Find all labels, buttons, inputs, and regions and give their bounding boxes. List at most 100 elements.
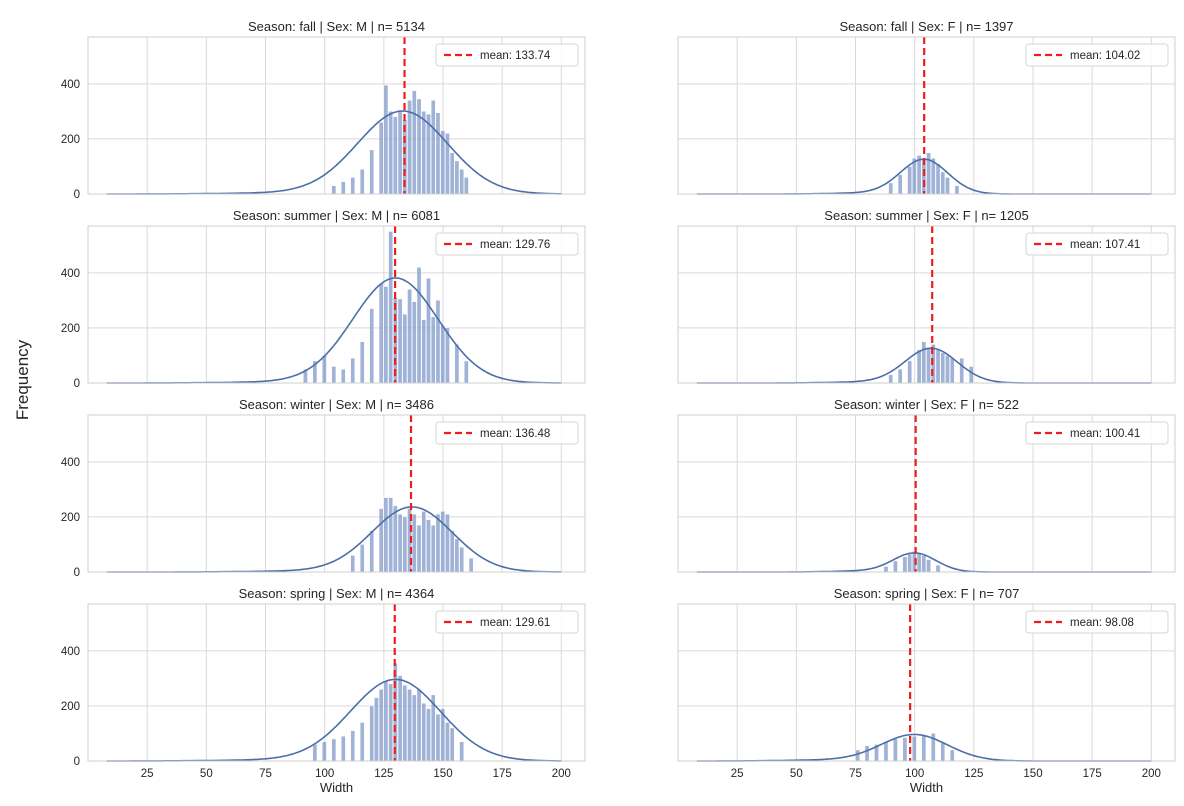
y-tick-label: 400 (61, 79, 80, 91)
histogram-bar (940, 352, 946, 384)
y-tick-label: 200 (61, 134, 80, 146)
histogram-bar (855, 749, 860, 762)
panel-title: Season: fall | Sex: M | n= 5134 (248, 19, 425, 34)
histogram-bar (440, 511, 445, 573)
histogram-bar (454, 160, 460, 195)
histogram-bar (921, 341, 927, 384)
histogram-bar (445, 722, 450, 762)
legend-label: mean: 129.61 (480, 617, 550, 629)
histogram-bar (341, 369, 346, 384)
legend-label: mean: 98.08 (1070, 617, 1134, 629)
histogram-panel: Season: winter | Sex: M | n= 3486 0 200 400… (61, 397, 586, 579)
histogram-bar (331, 738, 337, 762)
x-tick-label: 175 (493, 768, 512, 780)
histogram-bar (940, 741, 946, 762)
histogram-bar (897, 174, 903, 195)
histogram-bar (888, 374, 893, 384)
legend-box (435, 43, 579, 67)
legend-box (1025, 610, 1169, 634)
x-tick-label: 200 (552, 768, 571, 780)
histogram-bar (416, 267, 422, 384)
histogram-bar (883, 741, 889, 762)
y-tick-label: 0 (74, 378, 80, 390)
histogram-bar (341, 181, 346, 195)
histogram-bar (359, 722, 365, 762)
histogram-bar (374, 697, 379, 762)
histogram-bar (312, 744, 318, 762)
histogram-bar (322, 355, 327, 384)
histogram-bar (350, 555, 356, 573)
histogram-bar (416, 524, 422, 573)
histogram-bar (864, 745, 870, 762)
histogram-bar (331, 185, 337, 195)
histogram-bar (416, 689, 422, 762)
panel-title: Season: fall | Sex: F | n= 1397 (839, 19, 1013, 34)
histogram-bar (359, 544, 365, 573)
histogram-bar (412, 90, 417, 195)
histogram-bar (341, 736, 346, 762)
panel-title: Season: spring | Sex: M | n= 4364 (239, 586, 435, 601)
histogram-bar (435, 112, 441, 195)
histogram-bar (435, 513, 441, 573)
histogram-bar (449, 727, 455, 762)
panel-title: Season: summer | Sex: F | n= 1205 (824, 208, 1028, 223)
histogram-bar (916, 349, 922, 384)
histogram-bar (397, 513, 403, 573)
histogram-bar (935, 163, 941, 195)
x-tick-label: 100 (315, 768, 334, 780)
histogram-bar (393, 116, 398, 195)
histogram-bar (421, 319, 427, 384)
histogram-bar (393, 663, 398, 762)
histogram-bar (468, 558, 474, 573)
axes-frame (677, 414, 1176, 573)
histogram-bar (459, 741, 464, 762)
axes-frame (87, 414, 586, 573)
legend-box (1025, 43, 1169, 67)
histogram-bar (893, 738, 898, 762)
x-tick-label: 50 (200, 768, 213, 780)
histogram-bar (426, 278, 431, 384)
histogram-bar (412, 301, 417, 384)
histogram-bar (445, 513, 450, 573)
histogram-bar (464, 177, 469, 195)
histogram-panel: Season: spring | Sex: M | n= 4364 0 200 400… (61, 586, 586, 795)
histogram-bar (383, 85, 389, 195)
histogram-bar (426, 113, 431, 195)
x-tick-label: 125 (964, 768, 983, 780)
histogram-panel: Season: fall | Sex: F | n= 1397 mean: 104… (677, 19, 1176, 195)
histogram-bar (383, 497, 389, 573)
histogram-bar (407, 100, 412, 195)
histogram-panel: Season: summer | Sex: M | n= 6081 0 200 400… (61, 208, 586, 390)
axes-frame (677, 36, 1176, 195)
histogram-bar (322, 741, 327, 762)
histogram-bar (388, 683, 393, 762)
histogram-bar (883, 566, 889, 573)
histogram-bar (388, 231, 393, 384)
x-tick-label: 150 (433, 768, 452, 780)
histogram-bar (369, 705, 374, 762)
histogram-bar (935, 349, 941, 384)
histogram-panel: Season: summer | Sex: F | n= 1205 mean: 1… (677, 208, 1176, 384)
histogram-bar (454, 344, 460, 384)
histogram-bar (907, 360, 912, 384)
histogram-bar (369, 308, 374, 384)
x-tick-label: 25 (731, 768, 744, 780)
histogram-bar (350, 730, 356, 762)
histogram-bar (921, 734, 927, 762)
histogram-bar (397, 675, 403, 762)
panel-title: Season: spring | Sex: F | n= 707 (834, 586, 1020, 601)
histogram-bar (968, 366, 974, 384)
histogram-bar (397, 111, 403, 195)
y-tick-label: 400 (61, 268, 80, 280)
y-tick-label: 200 (61, 701, 80, 713)
histogram-bar (421, 511, 427, 573)
histogram-panel: Season: spring | Sex: F | n= 707 25 50 75 10… (677, 586, 1176, 795)
legend-box (435, 421, 579, 445)
legend-box (435, 610, 579, 634)
histogram-bar (369, 530, 374, 573)
histogram-bar (945, 177, 950, 195)
axes-frame (87, 36, 586, 195)
panel-title: Season: winter | Sex: M | n= 3486 (239, 397, 434, 412)
axes-frame (87, 603, 586, 762)
histogram-bar (388, 111, 393, 195)
